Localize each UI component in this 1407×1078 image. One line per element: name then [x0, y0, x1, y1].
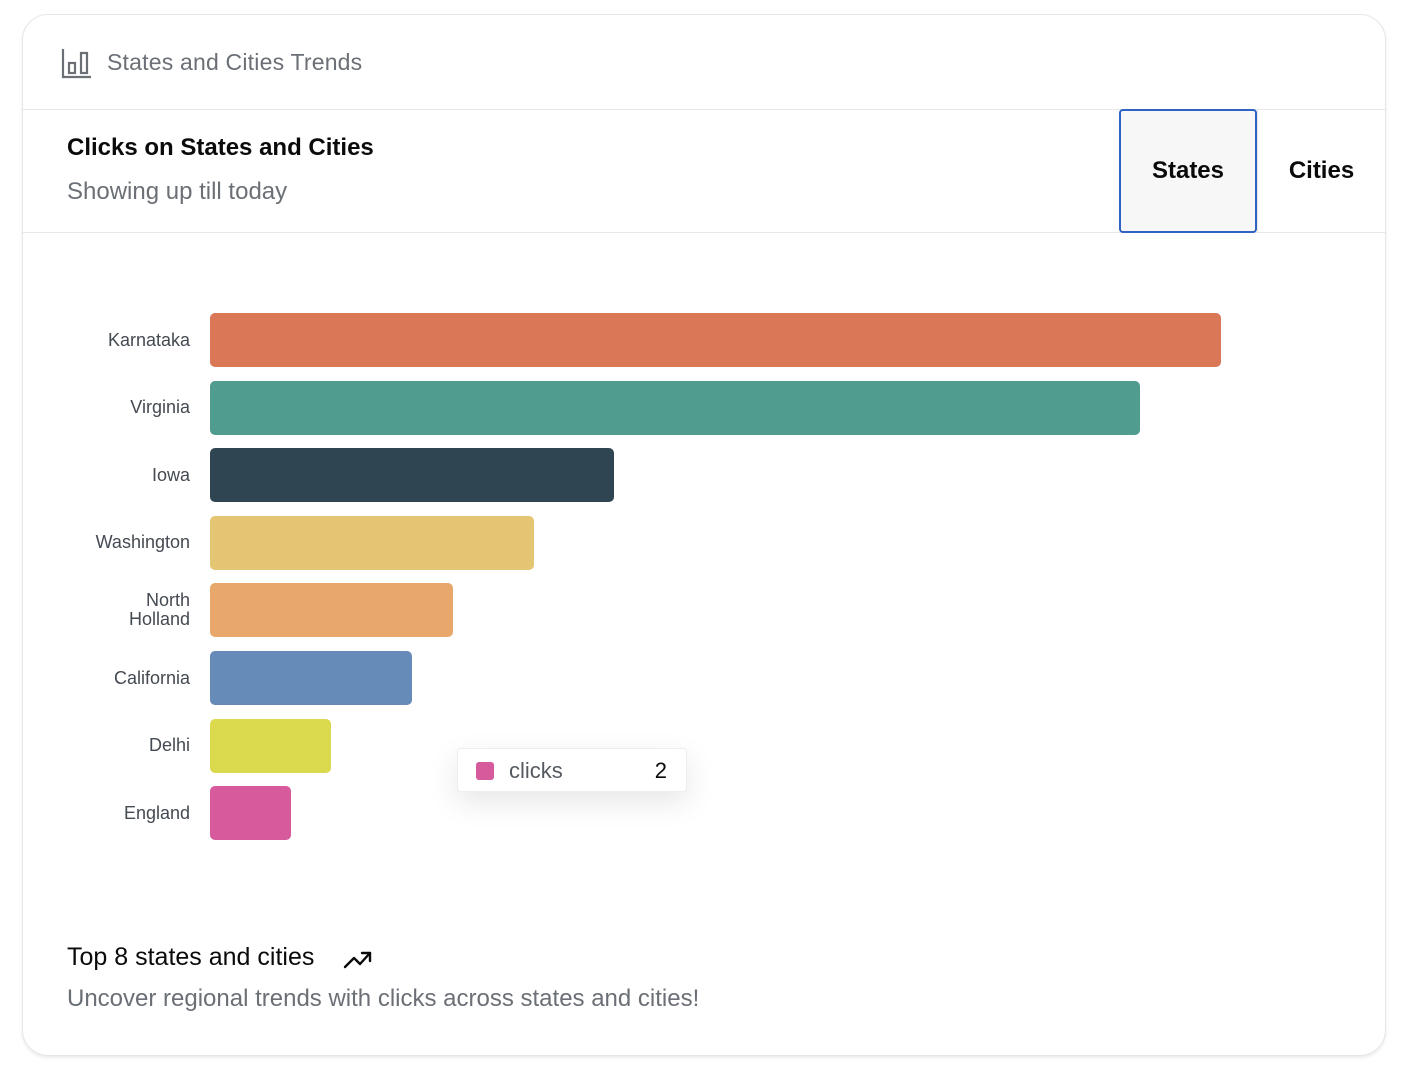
y-tick-label: Washington	[30, 533, 190, 552]
y-tick-label-line: Delhi	[148, 735, 190, 756]
y-tick-label: Karnataka	[30, 329, 190, 350]
card-title: States and Cities Trends	[107, 49, 363, 75]
trending-up-icon	[343, 951, 372, 969]
y-tick-label: Iowa	[30, 464, 190, 485]
footer-subtitle: Uncover regional trends with clicks acro…	[67, 985, 700, 1012]
bar-chart-icon	[61, 49, 91, 79]
tab-divider	[1257, 110, 1258, 232]
bar-iowa[interactable]	[210, 448, 615, 503]
bar-virginia[interactable]	[210, 380, 1141, 435]
chart-title: Clicks on States and Cities	[67, 134, 374, 161]
y-tick-label-line: Washington	[95, 532, 190, 553]
y-tick-label-line: England	[123, 802, 190, 823]
y-tick-label-line: Holland	[128, 609, 190, 630]
bar-washington[interactable]	[210, 515, 534, 570]
tooltip-label: clicks	[509, 758, 563, 783]
y-tick-label: England	[30, 802, 190, 823]
bar-delhi[interactable]	[210, 718, 332, 773]
trends-card: States and Cities Trends Clicks on State…	[22, 14, 1386, 1056]
card-top-bar: States and Cities Trends	[23, 15, 1385, 110]
y-tick-label: Virginia	[30, 398, 190, 417]
tooltip-color-swatch	[476, 762, 494, 780]
y-tick-label-line: Virginia	[130, 397, 190, 418]
y-tick-label: Delhi	[30, 736, 190, 755]
tooltip-value: 2	[654, 758, 667, 783]
y-tick-label: North Holland	[30, 591, 190, 629]
y-tick-label: California	[30, 667, 190, 688]
tab-cities[interactable]: Cities	[1288, 157, 1355, 184]
chart-tooltip: clicks 2	[457, 748, 687, 792]
bar-england[interactable]	[210, 786, 291, 841]
y-tick-label-line: Karnataka	[107, 329, 190, 350]
chart-header: Clicks on States and Cities Showing up t…	[23, 109, 1385, 233]
bar-chart: Karnataka Virginia Iowa Washington North Holl…	[23, 233, 1385, 873]
footer-title: Top 8 states and cities	[67, 943, 315, 971]
chart-subtitle: Showing up till today	[67, 178, 288, 205]
y-tick-label-line: North	[145, 590, 190, 611]
y-tick-label-line: California	[113, 667, 190, 688]
bar-california[interactable]	[210, 651, 413, 705]
tab-states[interactable]: States	[1119, 109, 1257, 233]
bar-north-holland[interactable]	[210, 583, 453, 638]
bar-karnataka[interactable]	[210, 313, 1221, 367]
y-tick-label-line: Iowa	[151, 464, 190, 485]
